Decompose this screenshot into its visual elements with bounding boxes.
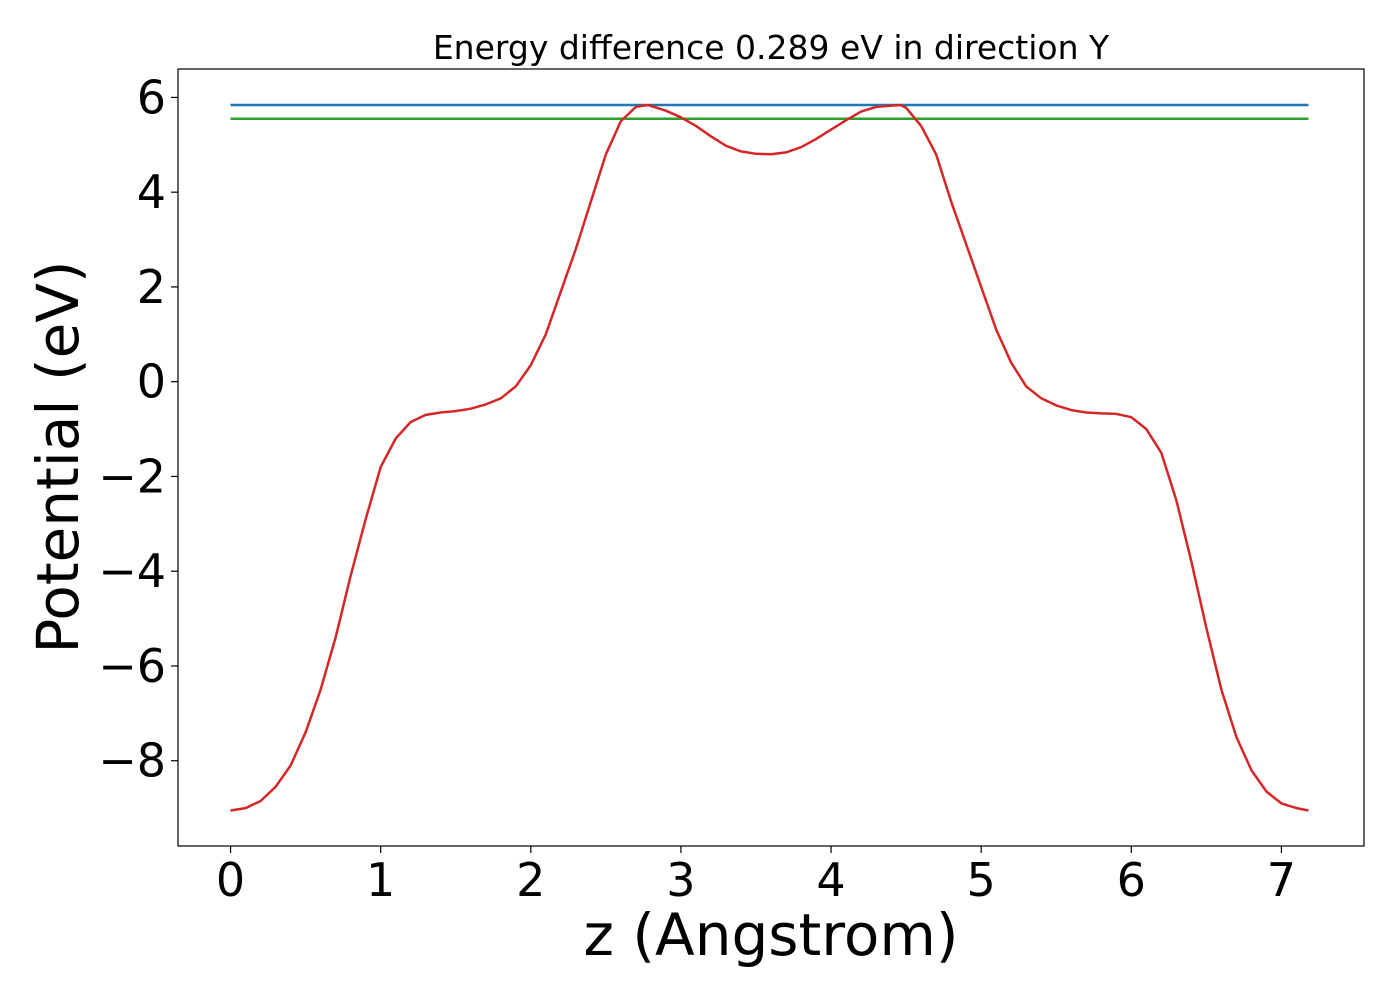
x-tick-label: 5 [967,853,996,907]
y-ticks: −8 −6 −4 −2 0 2 4 6 [98,70,178,788]
y-tick-label: −2 [98,449,166,503]
y-tick-label: −4 [98,544,166,598]
y-tick-label: −8 [98,734,166,788]
plot-frame [177,68,1365,847]
y-tick-label: 6 [137,70,166,124]
x-tick-label: 0 [216,853,245,907]
y-tick-label: 0 [137,355,166,409]
y-tick-label: −6 [98,639,166,693]
y-tick-label: 4 [137,165,166,219]
series-layer [230,103,1309,812]
x-tick-label: 3 [666,853,695,907]
x-axis-label: z (Angstrom) [584,901,959,969]
series-line-2 [230,103,1309,812]
x-tick-label: 7 [1267,853,1296,907]
plot-background [178,69,1364,846]
x-tick-label: 1 [366,853,395,907]
y-axis-label: Potential (eV) [24,260,92,653]
x-tick-label: 2 [516,853,545,907]
x-tick-label: 6 [1117,853,1146,907]
chart-title: Energy difference 0.289 eV in direction … [433,28,1110,67]
y-tick-label: 2 [137,260,166,314]
x-ticks: 0 1 2 3 4 5 6 7 [216,846,1296,907]
x-tick-label: 4 [816,853,845,907]
